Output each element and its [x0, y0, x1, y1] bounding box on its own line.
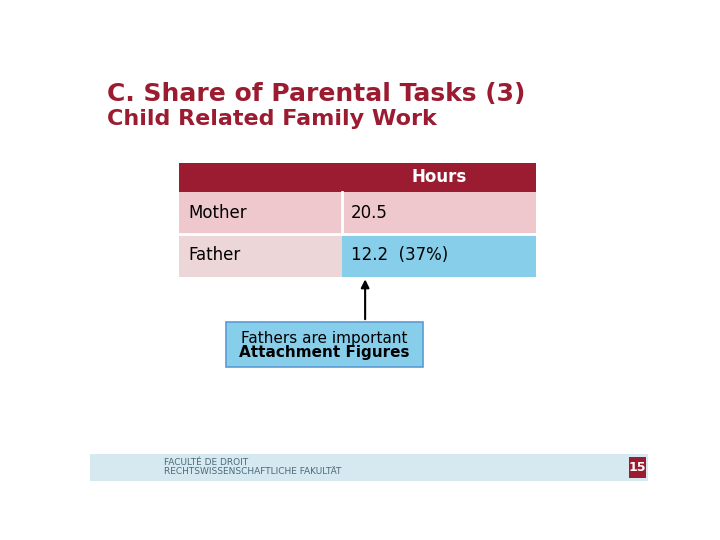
Text: RECHTSWISSENSCHAFTLICHE FAKULTÄT: RECHTSWISSENSCHAFTLICHE FAKULTÄT [163, 467, 341, 476]
Text: FACULTÉ DE DROIT: FACULTÉ DE DROIT [163, 458, 248, 468]
Bar [342, 234, 536, 276]
Bar [90, 454, 648, 481]
Bar [225, 322, 423, 367]
Text: Child Related Family Work: Child Related Family Work [107, 110, 437, 130]
Text: 12.2  (37%): 12.2 (37%) [351, 246, 449, 265]
Bar [179, 163, 536, 192]
Text: 15: 15 [629, 461, 646, 474]
Bar [629, 457, 646, 478]
Text: Fathers are important: Fathers are important [241, 332, 408, 347]
Text: 20.5: 20.5 [351, 204, 388, 222]
Text: Attachment Figures: Attachment Figures [239, 345, 410, 360]
Text: Mother: Mother [189, 204, 247, 222]
Text: Hours: Hours [411, 168, 467, 186]
Text: Father: Father [189, 246, 240, 265]
Bar [179, 234, 342, 276]
Bar [342, 192, 536, 234]
Bar [179, 192, 342, 234]
Text: C. Share of Parental Tasks (3): C. Share of Parental Tasks (3) [107, 82, 526, 106]
